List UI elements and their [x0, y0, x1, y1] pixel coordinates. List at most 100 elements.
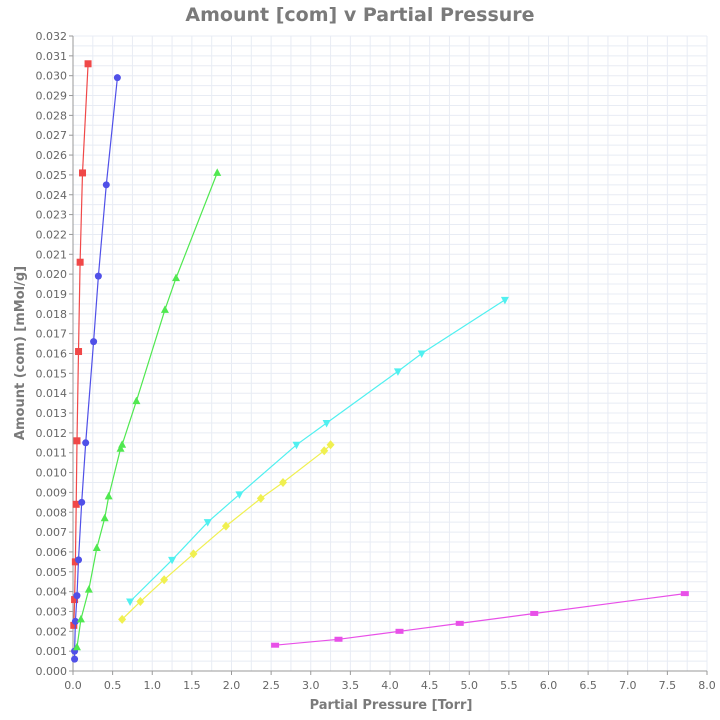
y-tick-label: 0.028: [36, 109, 68, 122]
data-point: [136, 597, 145, 607]
y-axis-label: Amount (com) [mMol/g]: [13, 266, 28, 440]
data-point: [680, 591, 689, 597]
series-1: [70, 60, 92, 629]
y-tick-label: 0.009: [36, 486, 68, 499]
x-tick-label: 2.5: [262, 679, 280, 692]
data-point: [417, 350, 426, 358]
series-5: [118, 440, 335, 624]
series-2: [71, 74, 121, 663]
y-tick-label: 0.031: [36, 50, 68, 63]
x-tick-label: 1.5: [183, 679, 201, 692]
y-tick-label: 0.010: [36, 467, 68, 480]
y-tick-label: 0.022: [36, 228, 68, 241]
data-point: [393, 368, 402, 376]
data-point: [71, 596, 79, 604]
y-tick-label: 0.024: [36, 189, 68, 202]
grid: [72, 35, 708, 672]
y-tick-label: 0.026: [36, 149, 68, 162]
y-tick-label: 0.023: [36, 209, 68, 222]
data-point: [113, 74, 121, 82]
data-point: [256, 493, 265, 503]
series-line: [76, 172, 218, 648]
x-tick-label: 8.0: [698, 679, 716, 692]
axes: 0.0 0.5 1.0 1.5 2.0 2.5 3.0 3.5 4.0 4.5 5.0 5.5 6.0 6…: [36, 30, 716, 692]
plot-area: [70, 60, 689, 663]
x-tick-label: 7.5: [659, 679, 677, 692]
data-point: [84, 60, 92, 68]
data-point: [292, 441, 301, 450]
data-point: [71, 617, 79, 625]
series-line: [275, 593, 685, 646]
y-tick-label: 0.006: [36, 546, 68, 559]
data-point: [320, 446, 329, 456]
data-point: [73, 437, 81, 445]
series-line: [73, 63, 89, 626]
chart-title: Amount [com] v Partial Pressure: [185, 4, 534, 26]
y-tick-label: 0.015: [36, 367, 68, 380]
y-tick-label: 0.008: [36, 506, 68, 519]
data-point: [72, 642, 81, 651]
data-point: [75, 556, 83, 564]
data-point: [118, 614, 127, 624]
x-tick-label: 5.5: [500, 679, 518, 692]
x-tick-label: 0.0: [64, 679, 82, 692]
data-point: [334, 636, 343, 642]
data-point: [395, 628, 404, 634]
data-point: [94, 272, 102, 280]
x-tick-label: 2.0: [223, 679, 241, 692]
y-tick-label: 0.013: [36, 407, 68, 420]
y-tick-label: 0.000: [36, 665, 68, 678]
data-point: [168, 556, 177, 565]
y-tick-label: 0.004: [36, 586, 68, 599]
data-point: [235, 491, 244, 499]
x-tick-label: 0.5: [104, 679, 122, 692]
series-4: [126, 296, 509, 607]
data-point: [530, 610, 539, 616]
x-tick-label: 6.5: [579, 679, 597, 692]
data-point: [71, 558, 79, 566]
data-point: [116, 444, 125, 452]
data-point: [73, 592, 81, 600]
data-point: [71, 655, 79, 663]
x-tick-label: 5.0: [461, 679, 479, 692]
data-point: [76, 614, 85, 623]
data-point: [75, 348, 83, 356]
y-tick-label: 0.029: [36, 90, 68, 103]
x-tick-label: 3.5: [342, 679, 360, 692]
y-tick-label: 0.025: [36, 169, 68, 182]
data-point: [79, 169, 87, 177]
x-axis-label: Partial Pressure [Torr]: [310, 698, 473, 713]
data-point: [118, 440, 127, 448]
data-point: [102, 181, 110, 189]
data-point: [160, 575, 169, 585]
data-point: [455, 620, 464, 626]
data-point: [189, 549, 198, 559]
data-point: [132, 396, 141, 405]
y-tick-label: 0.007: [36, 526, 68, 539]
x-tick-label: 3.0: [302, 679, 320, 692]
data-point: [72, 500, 80, 508]
y-tick-label: 0.032: [36, 30, 68, 43]
y-tick-label: 0.003: [36, 605, 68, 618]
y-tick-label: 0.019: [36, 288, 68, 301]
data-point: [213, 168, 222, 176]
data-point: [84, 585, 93, 593]
data-point: [203, 519, 212, 527]
data-point: [90, 338, 98, 346]
series-3: [72, 168, 222, 651]
data-point: [70, 621, 78, 629]
y-tick-label: 0.030: [36, 70, 68, 83]
data-point: [160, 305, 169, 313]
y-tick-label: 0.005: [36, 566, 68, 579]
x-tick-label: 6.0: [540, 679, 558, 692]
data-point: [271, 642, 280, 648]
data-point: [172, 273, 181, 282]
y-tick-label: 0.014: [36, 387, 68, 400]
x-tick-label: 1.0: [144, 679, 162, 692]
data-point: [76, 258, 84, 266]
data-point: [126, 598, 135, 607]
x-tick-label: 4.5: [421, 679, 439, 692]
y-tick-label: 0.001: [36, 645, 68, 658]
x-tick-label: 7.0: [619, 679, 637, 692]
